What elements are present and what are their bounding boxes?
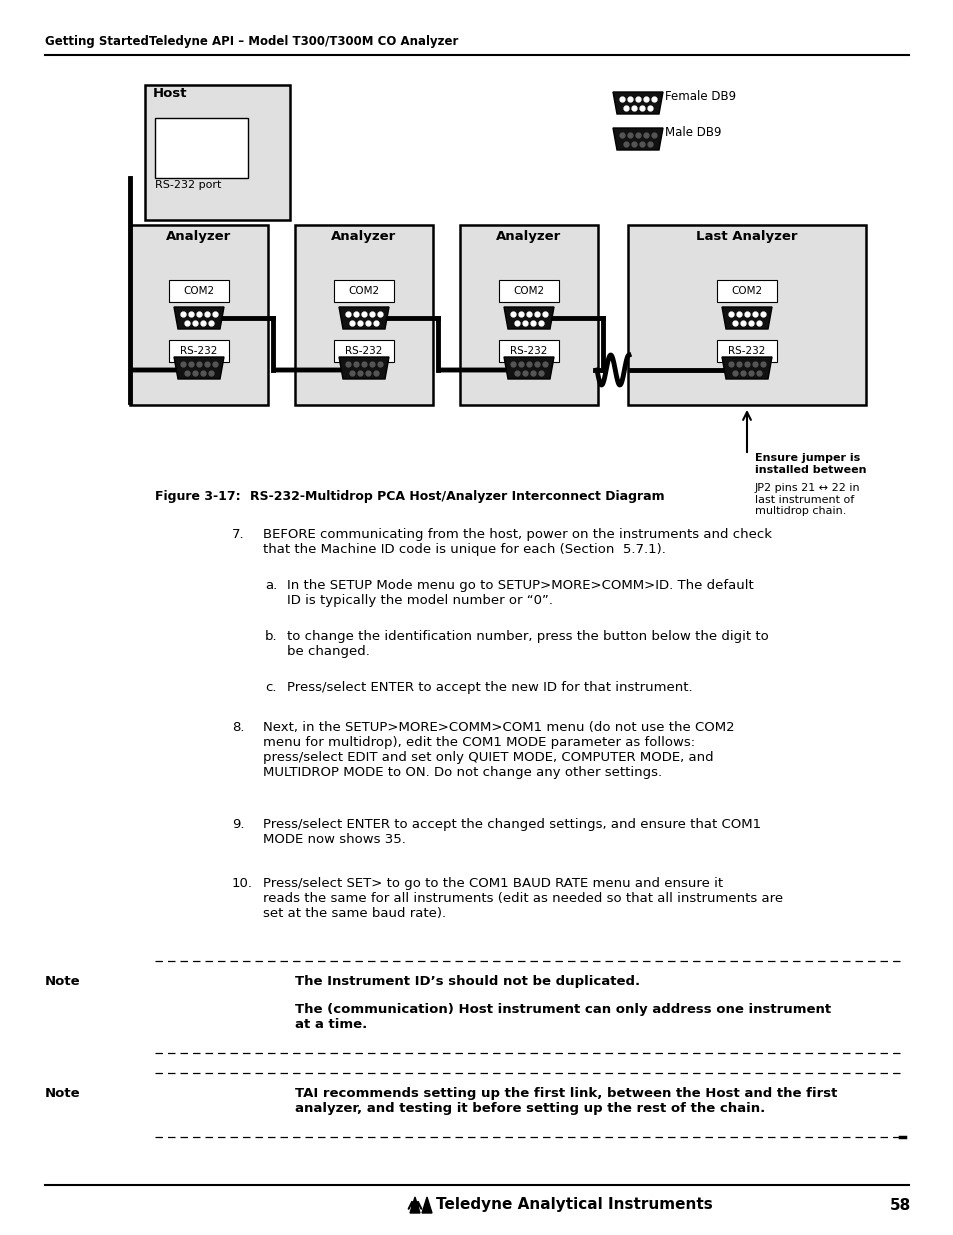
Text: Press/select ENTER to accept the changed settings, and ensure that COM1
MODE now: Press/select ENTER to accept the changed… — [263, 818, 760, 846]
Text: Analyzer: Analyzer — [331, 230, 396, 243]
FancyBboxPatch shape — [459, 225, 598, 405]
Text: Female DB9: Female DB9 — [664, 90, 736, 104]
Text: Male DB9: Male DB9 — [664, 126, 720, 140]
Text: COM2: COM2 — [183, 287, 214, 296]
Text: Host: Host — [152, 86, 188, 100]
Text: a.: a. — [265, 579, 277, 592]
Text: 8.: 8. — [232, 721, 244, 734]
Polygon shape — [503, 308, 554, 329]
Text: Figure 3-17:: Figure 3-17: — [154, 490, 240, 503]
Text: c.: c. — [265, 680, 276, 694]
FancyBboxPatch shape — [498, 340, 558, 362]
FancyBboxPatch shape — [627, 225, 865, 405]
FancyBboxPatch shape — [169, 340, 229, 362]
Text: Ensure jumper is
installed between: Ensure jumper is installed between — [754, 453, 865, 474]
Text: RS-232-Multidrop PCA Host/Analyzer Interconnect Diagram: RS-232-Multidrop PCA Host/Analyzer Inter… — [250, 490, 664, 503]
FancyBboxPatch shape — [154, 119, 248, 178]
Text: Press/select SET> to go to the COM1 BAUD RATE menu and ensure it
reads the same : Press/select SET> to go to the COM1 BAUD… — [263, 877, 782, 920]
Polygon shape — [173, 357, 224, 379]
Polygon shape — [613, 91, 662, 114]
Polygon shape — [338, 357, 389, 379]
FancyBboxPatch shape — [334, 340, 394, 362]
Text: Analyzer: Analyzer — [166, 230, 232, 243]
FancyBboxPatch shape — [130, 225, 268, 405]
Text: Analyzer: Analyzer — [496, 230, 561, 243]
Text: 9.: 9. — [232, 818, 244, 831]
Text: 7.: 7. — [232, 529, 244, 541]
Text: RS-232: RS-232 — [345, 346, 382, 356]
FancyBboxPatch shape — [169, 280, 229, 303]
FancyBboxPatch shape — [717, 280, 776, 303]
Polygon shape — [338, 308, 389, 329]
Text: Next, in the SETUP>MORE>COMM>COM1 menu (do not use the COM2
menu for multidrop),: Next, in the SETUP>MORE>COMM>COM1 menu (… — [263, 721, 734, 779]
FancyBboxPatch shape — [717, 340, 776, 362]
Text: 10.: 10. — [232, 877, 253, 890]
Text: RS-232: RS-232 — [180, 346, 217, 356]
Text: In the SETUP Mode menu go to SETUP>MORE>COMM>ID. The default
ID is typically the: In the SETUP Mode menu go to SETUP>MORE>… — [287, 579, 753, 606]
Text: 58: 58 — [888, 1198, 910, 1213]
Text: Note: Note — [45, 1087, 81, 1100]
Text: b.: b. — [265, 630, 277, 643]
Polygon shape — [503, 357, 554, 379]
Text: The Instrument ID’s should not be duplicated.: The Instrument ID’s should not be duplic… — [294, 974, 639, 988]
Text: COM2: COM2 — [731, 287, 761, 296]
Text: COM2: COM2 — [348, 287, 379, 296]
FancyBboxPatch shape — [334, 280, 394, 303]
Text: Last Analyzer: Last Analyzer — [696, 230, 797, 243]
Polygon shape — [410, 1197, 419, 1213]
FancyBboxPatch shape — [294, 225, 433, 405]
Polygon shape — [721, 357, 771, 379]
Text: JP2 pins 21 ↔ 22 in
last instrument of
multidrop chain.: JP2 pins 21 ↔ 22 in last instrument of m… — [754, 483, 860, 516]
Text: Press/select ENTER to accept the new ID for that instrument.: Press/select ENTER to accept the new ID … — [287, 680, 692, 694]
Text: RS-232: RS-232 — [727, 346, 765, 356]
Text: BEFORE communicating from the host, power on the instruments and check
that the : BEFORE communicating from the host, powe… — [263, 529, 771, 556]
Polygon shape — [173, 308, 224, 329]
Text: COM2: COM2 — [513, 287, 544, 296]
Text: The (communication) Host instrument can only address one instrument
at a time.: The (communication) Host instrument can … — [294, 1003, 830, 1031]
FancyBboxPatch shape — [145, 85, 290, 220]
Text: RS-232 port: RS-232 port — [154, 180, 221, 190]
Polygon shape — [721, 308, 771, 329]
FancyBboxPatch shape — [498, 280, 558, 303]
Text: RS-232: RS-232 — [510, 346, 547, 356]
Text: TAI recommends setting up the first link, between the Host and the first
analyze: TAI recommends setting up the first link… — [294, 1087, 837, 1115]
Polygon shape — [613, 128, 662, 149]
Text: Teledyne Analytical Instruments: Teledyne Analytical Instruments — [436, 1198, 712, 1213]
Text: Note: Note — [45, 974, 81, 988]
Polygon shape — [421, 1197, 432, 1213]
Text: Getting StartedTeledyne API – Model T300/T300M CO Analyzer: Getting StartedTeledyne API – Model T300… — [45, 35, 457, 48]
Text: to change the identification number, press the button below the digit to
be chan: to change the identification number, pre… — [287, 630, 768, 658]
